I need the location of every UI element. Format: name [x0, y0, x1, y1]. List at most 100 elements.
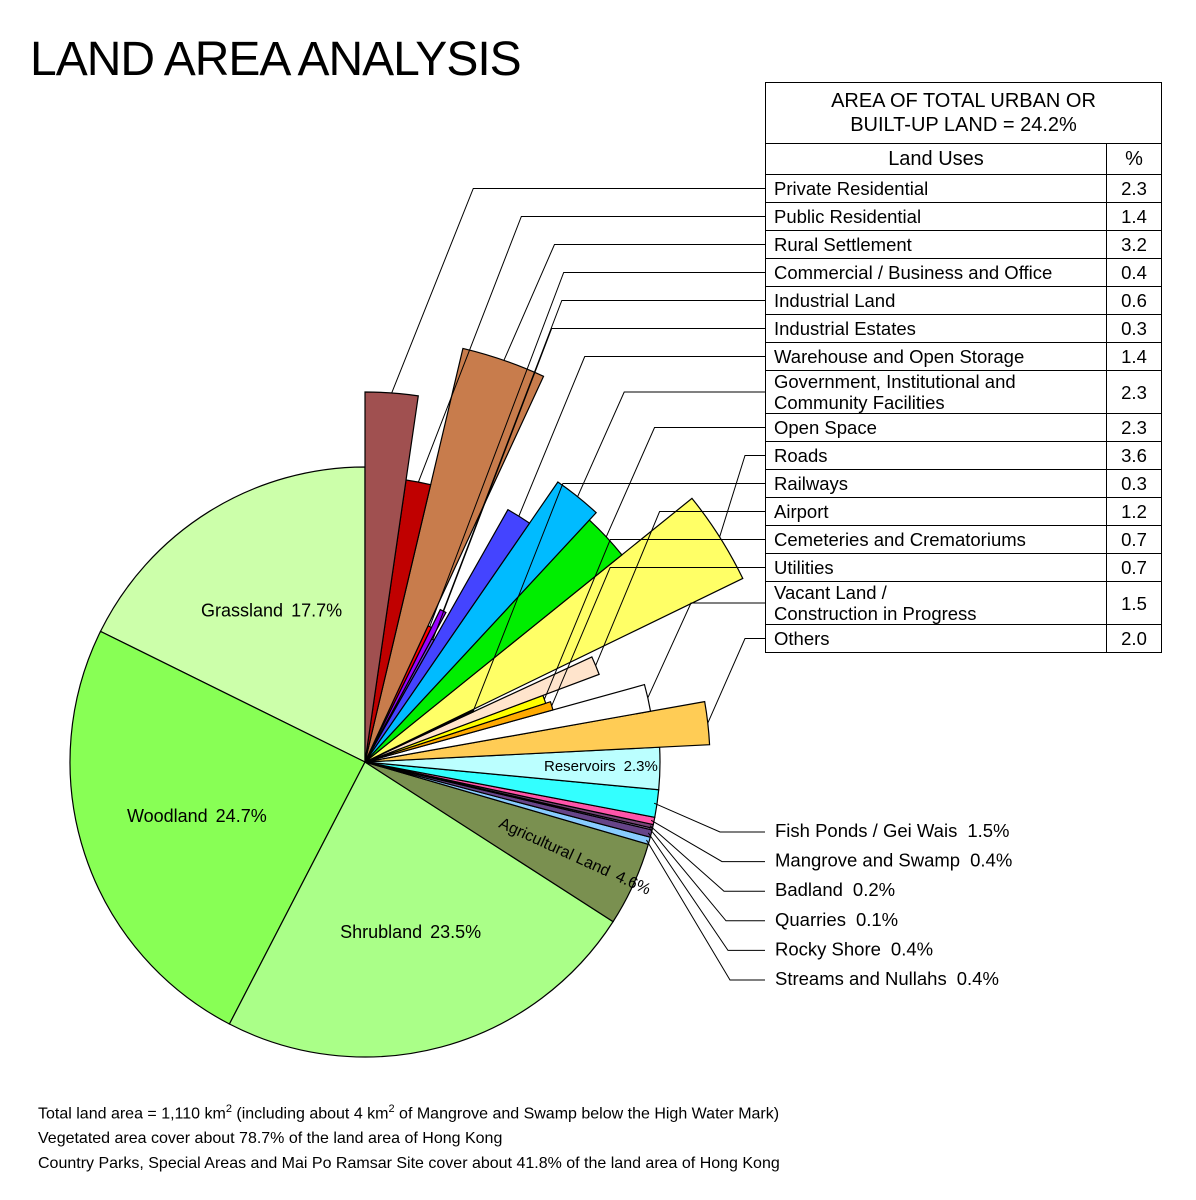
slice-value-label: 17.7%	[291, 600, 342, 620]
land-use-name: Others	[765, 624, 1107, 653]
slice-name: Rocky Shore	[775, 938, 881, 959]
leader-line	[719, 455, 765, 538]
leader-line	[649, 828, 765, 922]
leader-line	[577, 391, 765, 497]
slice-label: Grassland 17.7%	[201, 600, 342, 620]
leader-line	[551, 567, 765, 707]
table-title-row: AREA OF TOTAL URBAN OR BUILT-UP LAND = 24…	[765, 82, 1162, 144]
table-row: Rural Settlement 3.2	[765, 230, 1162, 259]
land-use-value: 1.4	[1106, 202, 1162, 231]
land-use-name: Commercial / Business and Office	[765, 258, 1107, 287]
superscript: 2	[388, 1103, 395, 1115]
leader-line	[647, 832, 765, 951]
slice-name: Badland	[775, 879, 843, 900]
slice-name: Woodland	[127, 806, 208, 826]
land-use-value: 2.3	[1106, 370, 1162, 414]
land-use-value: 0.3	[1106, 314, 1162, 343]
table-row: Railways 0.3	[765, 469, 1162, 498]
land-use-name: Private Residential	[765, 174, 1107, 203]
leader-line	[707, 638, 765, 724]
slice-value-label: 0.1%	[856, 909, 898, 930]
pie-slice	[69, 630, 366, 1025]
leader-line	[595, 511, 765, 666]
slice-value-label: 2.3%	[624, 758, 658, 775]
land-use-name: Railways	[765, 469, 1107, 498]
land-use-name: Vacant Land / Construction in Progress	[765, 581, 1107, 625]
slice-label: Shrubland 23.5%	[340, 922, 481, 942]
table-header: %	[1106, 143, 1162, 175]
outer-label: Streams and Nullahs 0.4%	[775, 968, 999, 989]
land-use-name: Industrial Estates	[765, 314, 1107, 343]
pie-slice	[228, 761, 614, 1058]
slice-name: Mangrove and Swamp	[775, 849, 960, 870]
land-use-name: Airport	[765, 497, 1107, 526]
slice-label: Woodland 24.7%	[127, 806, 267, 826]
note: Total land area = 1,110 km2 (including a…	[38, 1097, 780, 1126]
land-use-name: Warehouse and Open Storage	[765, 342, 1107, 371]
leader-line	[605, 427, 765, 538]
land-use-name: Government, Institutional and Community …	[765, 370, 1107, 414]
table-row: Private Residential 2.3	[765, 174, 1162, 203]
leader-line	[650, 819, 765, 863]
land-use-value: 0.7	[1106, 553, 1162, 582]
land-use-value: 3.6	[1106, 441, 1162, 470]
slice-label: Reservoirs 2.3%	[544, 758, 658, 775]
land-use-value: 2.3	[1106, 413, 1162, 442]
slice-value-label: 0.4%	[970, 849, 1012, 870]
table-row: Warehouse and Open Storage 1.4	[765, 342, 1162, 371]
leader-line	[646, 839, 765, 981]
pie-slice	[364, 481, 598, 763]
outer-label: Rocky Shore 0.4%	[775, 938, 933, 959]
pie-slice	[364, 391, 419, 763]
leader-line	[647, 602, 765, 699]
slice-value-label: 0.4%	[891, 938, 933, 959]
land-use-name: Public Residential	[765, 202, 1107, 231]
note: Country Parks, Special Areas and Mai Po …	[38, 1155, 780, 1173]
table-row: Airport 1.2	[765, 497, 1162, 526]
table-row: Others 2.0	[765, 624, 1162, 653]
land-use-value: 3.2	[1106, 230, 1162, 259]
outer-label: Badland 0.2%	[775, 879, 895, 900]
leader-line	[432, 328, 765, 640]
land-use-value: 0.4	[1106, 258, 1162, 287]
superscript: 2	[225, 1103, 232, 1115]
slice-name: Quarries	[775, 909, 846, 930]
table-row: Open Space 2.3	[765, 413, 1162, 442]
table-row: Cemeteries and Crematoriums 0.7	[765, 525, 1162, 554]
slice-name: Fish Ponds / Gei Wais	[775, 820, 957, 841]
table-title-line: BUILT-UP LAND = 24.2%	[850, 114, 1077, 136]
table-row: Industrial Land 0.6	[765, 286, 1162, 315]
land-use-name: Utilities	[765, 553, 1107, 582]
table-row: Vacant Land / Construction in Progress 1.…	[765, 581, 1162, 625]
land-use-value: 2.0	[1106, 624, 1162, 653]
leader-line	[442, 300, 765, 612]
land-use-value: 0.6	[1106, 286, 1162, 315]
table-header-row: Land Uses%	[765, 143, 1162, 175]
leader-line	[391, 188, 765, 394]
table-row: Industrial Estates 0.3	[765, 314, 1162, 343]
slice-name: Shrubland	[340, 922, 422, 942]
land-use-value: 0.3	[1106, 469, 1162, 498]
land-use-name: Rural Settlement	[765, 230, 1107, 259]
leader-line	[653, 802, 765, 833]
table-header: Land Uses	[765, 143, 1107, 175]
table-title-line: AREA OF TOTAL URBAN OR	[831, 90, 1096, 112]
notes: Total land area = 1,110 km2 (including a…	[38, 1097, 780, 1176]
chart-title: LAND AREA ANALYSIS	[30, 33, 522, 86]
leader-line	[518, 356, 765, 517]
slice-value-label: 1.5%	[967, 820, 1009, 841]
pie-slice	[364, 347, 545, 763]
note-text: Total land area = 1,110 km	[38, 1105, 226, 1123]
leader-line	[543, 539, 765, 700]
leader-line	[429, 272, 765, 627]
leader-line	[649, 825, 765, 892]
outer-label: Quarries 0.1%	[775, 909, 898, 930]
land-use-name: Cemeteries and Crematoriums	[765, 525, 1107, 554]
table-row: Roads 3.6	[765, 441, 1162, 470]
slice-value-label: 23.5%	[430, 922, 481, 942]
pie-slice	[364, 656, 600, 763]
slice-value-label: 24.7%	[216, 806, 267, 826]
land-use-value: 1.4	[1106, 342, 1162, 371]
land-use-value: 1.5	[1106, 581, 1162, 625]
